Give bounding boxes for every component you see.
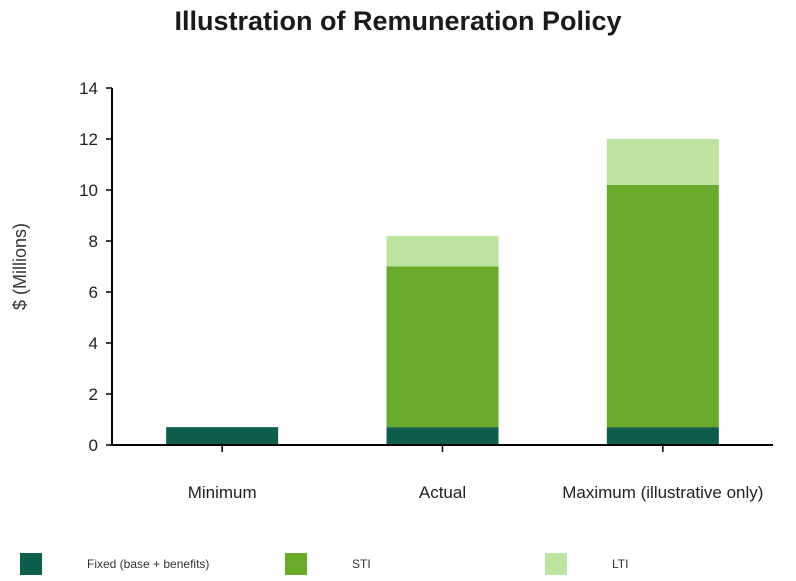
- y-tick-label: 6: [89, 283, 98, 302]
- y-tick-label: 8: [89, 232, 98, 251]
- y-tick-label: 0: [89, 436, 98, 455]
- legend-item-sti: STI: [285, 553, 371, 575]
- bar-segment: [606, 184, 719, 428]
- legend-label-sti: STI: [352, 557, 371, 571]
- bar-segment: [386, 235, 499, 267]
- legend-swatch-fixed: [20, 553, 42, 575]
- legend: Fixed (base + benefits) STI LTI: [0, 553, 796, 575]
- legend-item-fixed: Fixed (base + benefits): [20, 553, 209, 575]
- y-tick-label: 2: [89, 385, 98, 404]
- x-tick-label: Minimum: [188, 483, 257, 502]
- bar-segment: [606, 139, 719, 185]
- y-tick-label: 12: [79, 130, 98, 149]
- legend-label-lti: LTI: [612, 557, 629, 571]
- bar-segment: [386, 427, 499, 445]
- y-tick-label: 14: [79, 79, 98, 98]
- bar-segment: [606, 427, 719, 445]
- legend-label-fixed: Fixed (base + benefits): [87, 557, 210, 571]
- bar-segment: [386, 266, 499, 428]
- chart-plot: 0 2 4 6 8 10 12 14 $ (Millions) Minimum Actual Maxi…: [10, 79, 773, 502]
- y-tick-label: 10: [79, 181, 98, 200]
- x-tick-label: Maximum (illustrative only): [562, 483, 763, 502]
- legend-swatch-sti: [285, 553, 307, 575]
- bar-segment: [166, 427, 279, 445]
- chart-title: Illustration of Remuneration Policy: [174, 6, 622, 36]
- legend-swatch-lti: [545, 553, 567, 575]
- x-tick-label: Actual: [419, 483, 466, 502]
- y-tick-label: 4: [89, 334, 98, 353]
- y-axis-label: $ (Millions): [10, 223, 30, 310]
- legend-item-lti: LTI: [545, 553, 628, 575]
